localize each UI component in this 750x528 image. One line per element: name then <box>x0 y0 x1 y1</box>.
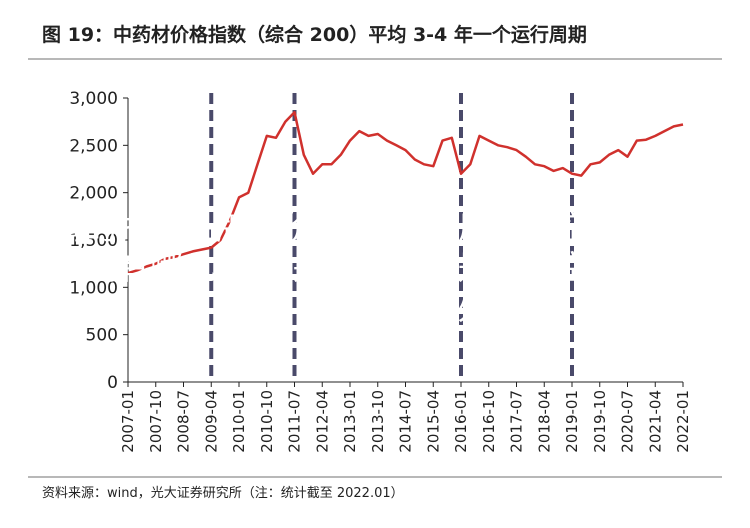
x-tick-label: 2008-07 <box>175 390 193 453</box>
x-tick-label: 2018-04 <box>535 390 553 453</box>
y-tick-label: 2,000 <box>69 184 118 204</box>
y-tick-label: 1,000 <box>69 278 118 298</box>
x-tick-label: 2007-01 <box>119 390 137 453</box>
y-tick-label: 1,500 <box>69 231 118 251</box>
source-rule <box>28 476 722 478</box>
x-tick-label: 2012-04 <box>313 390 331 453</box>
chart-title: 图 19：中药材价格指数（综合 200）平均 3-4 年一个运行周期 <box>42 24 587 46</box>
x-tick-label: 2016-01 <box>452 390 470 453</box>
x-tick-label: 2007-10 <box>147 390 165 453</box>
x-tick-label: 2010-01 <box>230 390 248 453</box>
y-tick-label: 0 <box>107 373 118 393</box>
x-axis: 2007-01 2007-10 2008-07 2009-04 2010-01 2010-… <box>119 381 692 453</box>
x-tick-label: 2011-07 <box>286 390 304 453</box>
x-tick-label: 2022-01 <box>674 390 692 453</box>
series-line <box>127 110 684 275</box>
x-tick-label: 2019-01 <box>563 390 581 453</box>
series-lines <box>127 110 684 275</box>
x-tick-label: 2013-10 <box>369 390 387 453</box>
x-tick-label: 2009-04 <box>202 390 220 453</box>
x-tick-label: 2013-01 <box>341 390 359 453</box>
x-tick-label: 2015-04 <box>424 390 442 453</box>
x-tick-label: 2014-07 <box>397 390 415 453</box>
cycle-markers <box>209 93 574 382</box>
y-tick-label: 2,500 <box>69 136 118 156</box>
y-tick-label: 3,000 <box>69 89 118 109</box>
y-axis: 0 500 1,000 1,500 2,000 2,500 3,000 <box>69 89 129 393</box>
source-note: 资料来源：wind，光大证券研究所（注：统计截至 2022.01） <box>42 486 404 501</box>
x-tick-label: 2010-10 <box>258 390 276 453</box>
x-tick-label: 2019-10 <box>591 390 609 453</box>
x-tick-label: 2020-07 <box>619 390 637 453</box>
y-tick-label: 500 <box>86 326 118 346</box>
title-rule <box>28 58 722 60</box>
x-tick-label: 2017-07 <box>508 390 526 453</box>
x-tick-label: 2021-04 <box>646 390 664 453</box>
x-tick-label: 2016-10 <box>480 390 498 453</box>
